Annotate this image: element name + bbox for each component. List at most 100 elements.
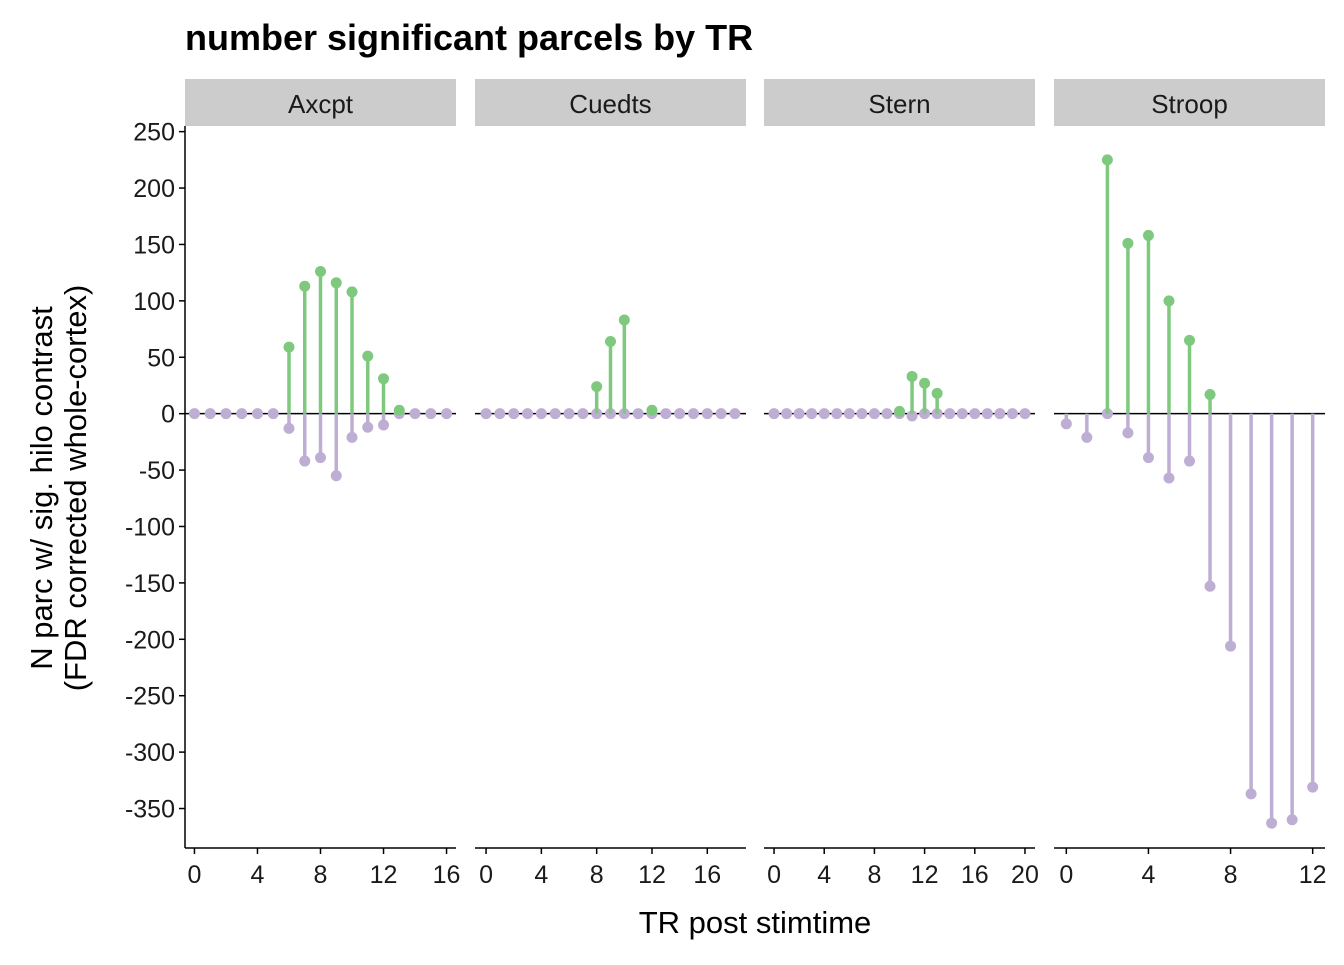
facet-strip (764, 79, 1035, 126)
y-axis-title-line2: (FDR corrected whole-cortex) (58, 285, 93, 692)
positive-point (1163, 295, 1175, 307)
negative-point (843, 408, 855, 420)
positive-point (1101, 154, 1113, 166)
negative-point (1225, 640, 1237, 652)
facet-panel-axcpt: Axcpt 0 4 8 12 16 (185, 79, 460, 889)
x-tick-label: 12 (638, 861, 666, 889)
y-tick-label: -250 (125, 683, 175, 711)
facet-strip-label: Stern (868, 89, 930, 119)
y-tick-label: 200 (133, 175, 175, 203)
y-tick-label: -100 (125, 513, 175, 541)
negative-point (729, 408, 741, 420)
y-tick-label: 150 (133, 231, 175, 259)
negative-point (283, 422, 295, 434)
y-tick-label: -200 (125, 626, 175, 654)
x-tick-label: 12 (911, 861, 939, 889)
chart-title: number significant parcels by TR (185, 17, 753, 58)
positive-point (330, 277, 342, 289)
positive-point (618, 314, 630, 326)
negative-point (1081, 431, 1093, 443)
negative-point (1245, 788, 1257, 800)
x-axis-title: TR post stimtime (639, 905, 872, 940)
x-tick-label: 8 (867, 861, 881, 889)
negative-point (1019, 408, 1031, 420)
negative-point (969, 408, 981, 420)
negative-point (1266, 817, 1278, 829)
negative-point (267, 408, 279, 420)
negative-point (1204, 580, 1216, 592)
negative-point (818, 408, 830, 420)
y-tick-label: 250 (133, 119, 175, 147)
negative-point (535, 408, 547, 420)
y-tick-label: 100 (133, 288, 175, 316)
negative-point (701, 408, 713, 420)
negative-point (236, 408, 248, 420)
negative-point (944, 408, 956, 420)
negative-point (315, 452, 326, 464)
x-tick-label: 12 (1299, 861, 1327, 889)
negative-point (674, 408, 686, 420)
x-tick-label: 16 (433, 861, 461, 889)
negative-point (220, 408, 232, 420)
positive-point (1142, 229, 1154, 241)
positive-point (362, 350, 374, 362)
negative-point (660, 408, 672, 420)
negative-point (549, 408, 561, 420)
negative-point (1286, 814, 1298, 826)
negative-point (1122, 427, 1134, 439)
negative-point (494, 408, 506, 420)
positive-point (393, 404, 405, 416)
negative-point (346, 431, 358, 443)
facet-panel-cuedts: Cuedts 0 4 8 12 16 (475, 79, 746, 889)
negative-point (425, 408, 437, 420)
negative-point (956, 408, 968, 420)
positive-point (378, 373, 390, 385)
negative-point (522, 408, 534, 420)
positive-point (605, 335, 616, 347)
negative-point (856, 408, 868, 420)
positive-point (1122, 237, 1134, 249)
negative-point (781, 408, 793, 420)
x-tick-label: 0 (479, 861, 493, 889)
negative-point (715, 408, 727, 420)
positive-point (931, 387, 943, 399)
negative-point (330, 470, 342, 482)
negative-point (687, 408, 699, 420)
negative-point (868, 408, 880, 420)
y-axis: 250 200 150 100 50 0 -50 -100 -150 -200 -250 -300 -3… (125, 119, 186, 848)
y-tick-label: -300 (125, 739, 175, 767)
y-tick-label: -350 (125, 796, 175, 824)
negative-point (577, 408, 589, 420)
negative-point (378, 419, 390, 431)
negative-point (362, 421, 374, 433)
negative-point (508, 408, 520, 420)
negative-point (188, 408, 200, 420)
x-tick-label: 0 (188, 861, 202, 889)
positive-point (315, 266, 326, 278)
positive-point (906, 370, 918, 382)
y-axis-title: N parc w/ sig. hilo contrast (FDR correc… (24, 285, 93, 692)
negative-point (441, 408, 453, 420)
positive-point (1204, 388, 1216, 400)
x-tick-label: 8 (314, 861, 328, 889)
negative-point (480, 408, 492, 420)
positive-point (591, 381, 603, 393)
facet-panel-stern: Stern 0 4 8 12 16 20 (764, 79, 1039, 889)
facet-strip-label: Axcpt (288, 89, 354, 119)
negative-point (1184, 455, 1195, 467)
x-tick-label: 8 (590, 861, 604, 889)
positive-point (919, 377, 931, 389)
negative-point (204, 408, 216, 420)
negative-point (768, 408, 780, 420)
negative-point (1163, 472, 1175, 484)
x-tick-label: 4 (534, 861, 548, 889)
x-tick-label: 16 (693, 861, 721, 889)
y-tick-label: -50 (139, 457, 175, 485)
x-tick-label: 4 (1141, 861, 1155, 889)
positive-point (283, 341, 295, 353)
negative-point (563, 408, 575, 420)
negative-point (299, 455, 311, 467)
x-tick-label: 8 (1224, 861, 1238, 889)
x-tick-label: 4 (251, 861, 265, 889)
